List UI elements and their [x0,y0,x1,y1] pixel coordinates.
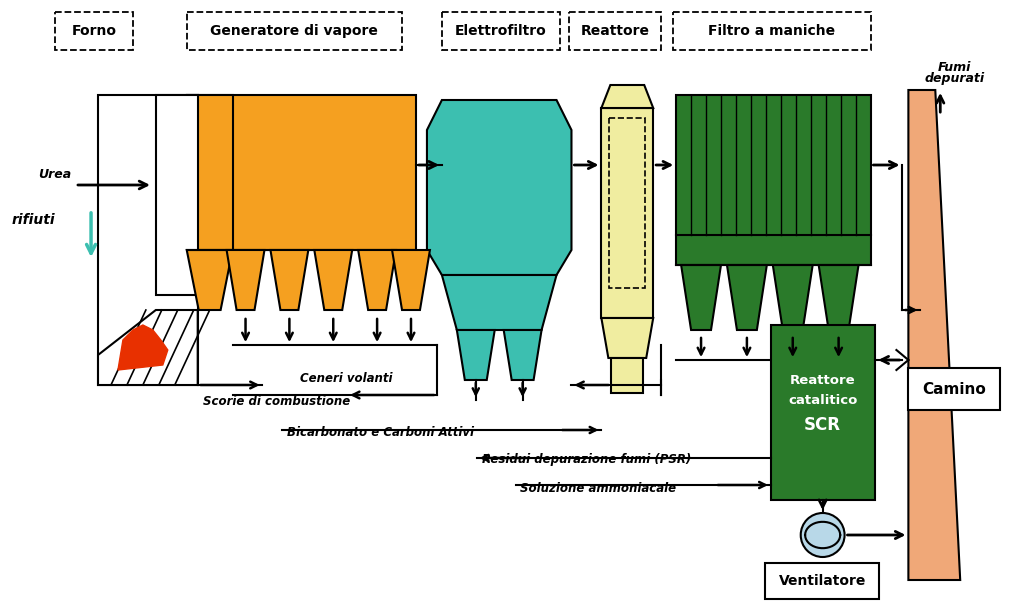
Bar [442,12,559,50]
Text: Reattore: Reattore [790,373,855,387]
Text: Reattore: Reattore [581,24,650,38]
Bar [601,108,653,318]
Bar [611,358,643,393]
Text: Residui depurazione fumi (PSR): Residui depurazione fumi (PSR) [481,453,691,467]
Polygon shape [504,330,542,380]
Polygon shape [601,85,653,108]
Text: Ventilatore: Ventilatore [779,574,866,588]
Bar [186,12,402,50]
Text: Forno: Forno [72,24,117,38]
Polygon shape [601,318,653,358]
Text: SCR: SCR [804,416,841,434]
Bar [676,95,870,265]
Polygon shape [186,250,232,310]
Polygon shape [818,265,858,330]
Polygon shape [186,95,232,250]
Bar [55,12,133,50]
Bar [771,325,876,500]
Polygon shape [392,250,430,310]
Bar [186,95,416,250]
Polygon shape [118,325,168,370]
Text: Urea: Urea [38,168,71,182]
Text: Soluzione ammoniacale: Soluzione ammoniacale [519,481,676,495]
Text: catalitico: catalitico [788,393,857,406]
Polygon shape [314,250,352,310]
Bar [908,368,1000,410]
Text: Ceneri volanti: Ceneri volanti [300,372,392,385]
Text: Scorie di combustione: Scorie di combustione [203,395,350,408]
Text: Bicarbonato e Carboni Attivi: Bicarbonato e Carboni Attivi [288,426,474,439]
Polygon shape [681,265,721,330]
Polygon shape [226,250,264,310]
Polygon shape [727,265,767,330]
Text: depurati: depurati [925,72,984,85]
Polygon shape [270,250,308,310]
Text: Filtro a maniche: Filtro a maniche [709,24,836,38]
Polygon shape [457,330,495,380]
Text: Fumi: Fumi [938,61,971,74]
Text: Camino: Camino [923,381,986,396]
Bar [98,95,198,385]
Bar [609,118,645,288]
Text: Elettrofiltro: Elettrofiltro [455,24,547,38]
Text: Generatore di vapore: Generatore di vapore [211,24,378,38]
Bar [569,12,662,50]
Bar [765,563,880,599]
Polygon shape [98,310,198,385]
Bar [156,95,198,295]
Polygon shape [908,90,961,580]
Polygon shape [427,100,571,275]
Text: rifiuti: rifiuti [11,213,55,227]
Bar [673,12,870,50]
Polygon shape [773,265,813,330]
Polygon shape [442,275,556,330]
Polygon shape [358,250,396,310]
Circle shape [801,513,845,557]
